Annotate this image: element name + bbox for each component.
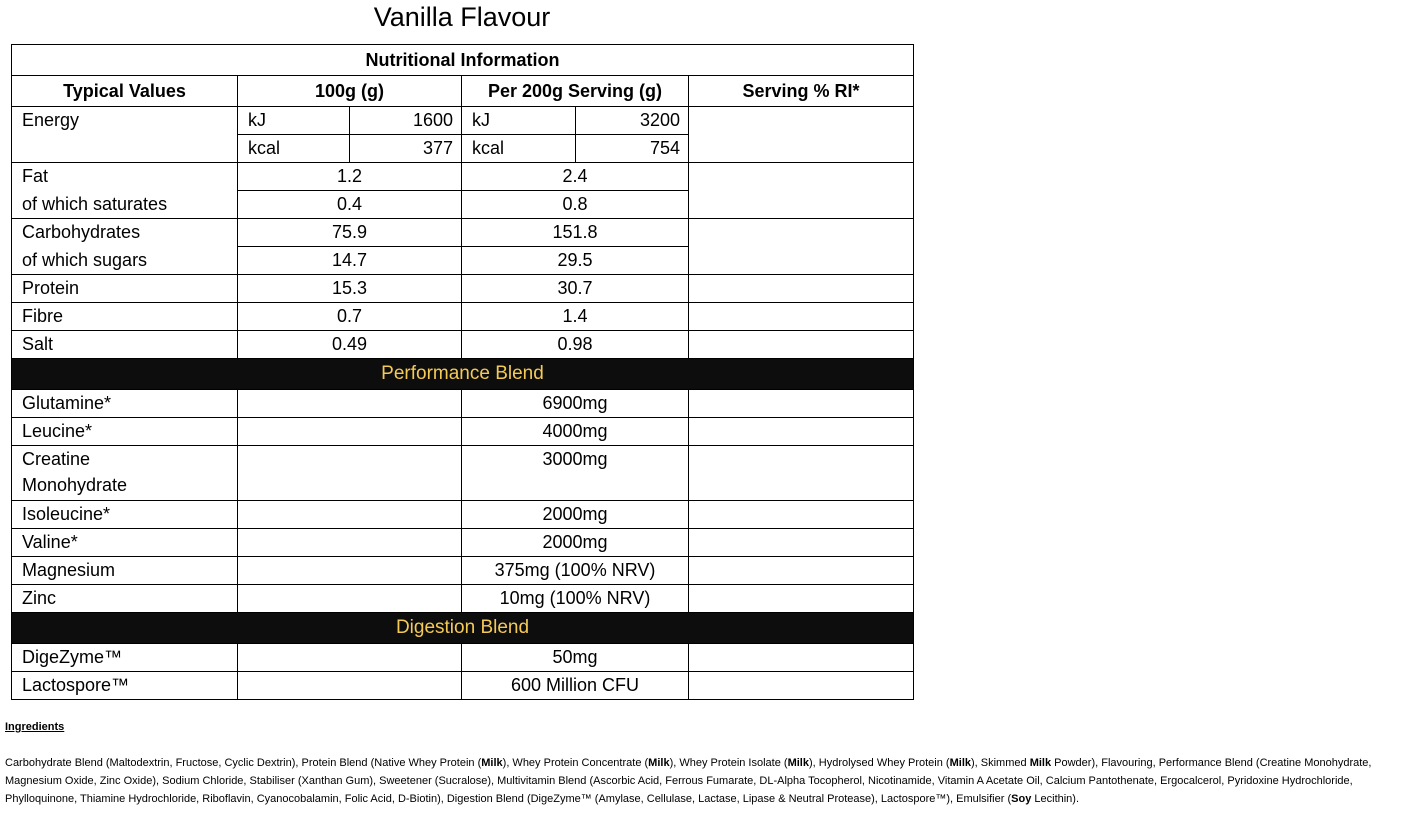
ingredient-text: ), Whey Protein Concentrate ( bbox=[502, 757, 649, 769]
allergen-text: Milk bbox=[648, 757, 670, 769]
table-row: Fat 1.2 2.4 bbox=[11, 162, 915, 219]
table-row: Isoleucine* 2000mg bbox=[11, 500, 915, 529]
nutrient-label: Carbohydrates bbox=[11, 218, 238, 247]
nutrient-per100: 0.4 bbox=[237, 190, 462, 219]
nutrient-per100: 1.2 bbox=[237, 162, 462, 191]
kcal-serving: 754 bbox=[575, 134, 689, 163]
table-caption: Nutritional Information bbox=[10, 44, 915, 76]
nutrient-label: of which sugars bbox=[11, 246, 238, 275]
blend-item-label: Leucine* bbox=[11, 417, 238, 446]
blend-item-label: Lactospore™ bbox=[11, 671, 238, 700]
nutrient-serving: 2.4 bbox=[461, 162, 689, 191]
table-row: Valine* 2000mg bbox=[11, 528, 915, 557]
ingredient-text: ), Whey Protein Isolate ( bbox=[669, 757, 788, 769]
blend-item-serving: 600 Million CFU bbox=[461, 671, 689, 700]
table-row: Glutamine* 6900mg bbox=[11, 389, 915, 418]
blend-item-label: Magnesium bbox=[11, 556, 238, 585]
blend-item-serving: 6900mg bbox=[461, 389, 689, 418]
blend-item-label: Valine* bbox=[11, 528, 238, 557]
kcal-unit-serving: kcal bbox=[461, 134, 576, 163]
digestion-blend-heading: Digestion Blend bbox=[10, 612, 915, 644]
header-per-serving: Per 200g Serving (g) bbox=[461, 75, 689, 107]
energy-ri bbox=[687, 106, 915, 163]
header-per-100g: 100g (g) bbox=[237, 75, 462, 107]
table-row: kcal 377 kcal 754 bbox=[12, 134, 914, 163]
nutrient-per100: 75.9 bbox=[237, 218, 462, 247]
nutrient-ri bbox=[687, 302, 915, 331]
kj-100g: 1600 bbox=[349, 106, 462, 135]
nutrient-serving: 151.8 bbox=[461, 218, 689, 247]
allergen-text: Milk bbox=[481, 757, 503, 769]
kcal-unit: kcal bbox=[237, 134, 350, 163]
ingredients-text: Carbohydrate Blend (Maltodextrin, Fructo… bbox=[5, 754, 1410, 808]
blend-item-label: Isoleucine* bbox=[11, 500, 238, 529]
header-serving-ri: Serving % RI* bbox=[687, 75, 915, 107]
table-row: of which sugars 14.7 29.5 bbox=[11, 246, 914, 275]
ingredients-heading: Ingredients bbox=[5, 721, 65, 733]
page-title: Vanilla Flavour bbox=[373, 2, 551, 32]
table-row: Carbohydrates 75.9 151.8 bbox=[11, 218, 915, 275]
ingredient-text: ), Hydrolysed Whey Protein ( bbox=[808, 757, 950, 769]
table-row: Salt 0.49 0.98 bbox=[11, 330, 915, 359]
blend-item-label: Glutamine* bbox=[11, 389, 238, 418]
ingredient-text: Lecithin). bbox=[1031, 793, 1080, 805]
kj-unit-serving: kJ bbox=[461, 106, 576, 135]
nutrient-serving: 1.4 bbox=[461, 302, 689, 331]
performance-blend-heading: Performance Blend bbox=[10, 358, 915, 390]
blend-item-serving: 375mg (100% NRV) bbox=[461, 556, 689, 585]
nutrition-table: Nutritional Information Typical Values 1… bbox=[10, 44, 915, 700]
table-row: Magnesium 375mg (100% NRV) bbox=[11, 556, 915, 585]
table-row: Leucine* 4000mg bbox=[11, 417, 915, 446]
blend-item-serving: 2000mg bbox=[461, 528, 689, 557]
kcal-100g: 377 bbox=[349, 134, 462, 163]
blend-item-serving: 3000mg bbox=[461, 445, 689, 501]
allergen-text: Milk bbox=[787, 757, 809, 769]
nutrient-serving: 30.7 bbox=[461, 274, 689, 303]
blend-item-label: Zinc bbox=[11, 584, 238, 613]
blend-item-label-line2: Monohydrate bbox=[22, 475, 128, 495]
nutrient-per100: 0.49 bbox=[237, 330, 462, 359]
table-row: Zinc 10mg (100% NRV) bbox=[11, 584, 915, 613]
header-typical-values: Typical Values bbox=[11, 75, 238, 107]
energy-label: Energy bbox=[11, 106, 238, 163]
table-row: Energy kJ 1600 kJ 3200 bbox=[11, 106, 915, 163]
nutrient-serving: 0.8 bbox=[461, 190, 689, 219]
nutrient-label: Protein bbox=[11, 274, 238, 303]
nutrient-label: Salt bbox=[11, 330, 238, 359]
nutrient-per100: 0.7 bbox=[237, 302, 462, 331]
blend-item-serving: 2000mg bbox=[461, 500, 689, 529]
table-row: DigeZyme™ 50mg bbox=[11, 643, 915, 672]
nutrient-ri bbox=[687, 218, 915, 275]
ingredient-text: Powder), Flavouring, Performance Blend (… bbox=[5, 757, 1372, 805]
allergen-text: Milk bbox=[949, 757, 971, 769]
table-row: Lactospore™ 600 Million CFU bbox=[11, 671, 915, 700]
ingredient-text: Carbohydrate Blend (Maltodextrin, Fructo… bbox=[5, 757, 482, 769]
ingredient-text: ), Skimmed bbox=[971, 757, 1030, 769]
kj-unit: kJ bbox=[237, 106, 350, 135]
allergen-text: Milk bbox=[1029, 757, 1052, 769]
table-row: Creatine Monohydrate 3000mg bbox=[11, 445, 915, 501]
nutrient-per100: 14.7 bbox=[237, 246, 462, 275]
nutrient-per100: 15.3 bbox=[237, 274, 462, 303]
blend-item-label: DigeZyme™ bbox=[11, 643, 238, 672]
nutrient-serving: 29.5 bbox=[461, 246, 689, 275]
nutrient-label: Fat bbox=[11, 162, 238, 191]
kj-serving: 3200 bbox=[575, 106, 689, 135]
blend-item-serving: 50mg bbox=[461, 643, 689, 672]
nutrient-ri bbox=[687, 330, 915, 359]
table-row: Protein 15.3 30.7 bbox=[11, 274, 915, 303]
nutrient-ri bbox=[687, 274, 915, 303]
nutrient-ri bbox=[687, 162, 915, 219]
nutrient-serving: 0.98 bbox=[461, 330, 689, 359]
allergen-text: Soy bbox=[1011, 793, 1032, 805]
nutrient-label: of which saturates bbox=[11, 190, 238, 219]
blend-item-serving: 4000mg bbox=[461, 417, 689, 446]
blend-item-serving: 10mg (100% NRV) bbox=[461, 584, 689, 613]
blend-item-label: Creatine bbox=[22, 449, 91, 469]
table-row: Fibre 0.7 1.4 bbox=[11, 302, 915, 331]
nutrient-label: Fibre bbox=[11, 302, 238, 331]
